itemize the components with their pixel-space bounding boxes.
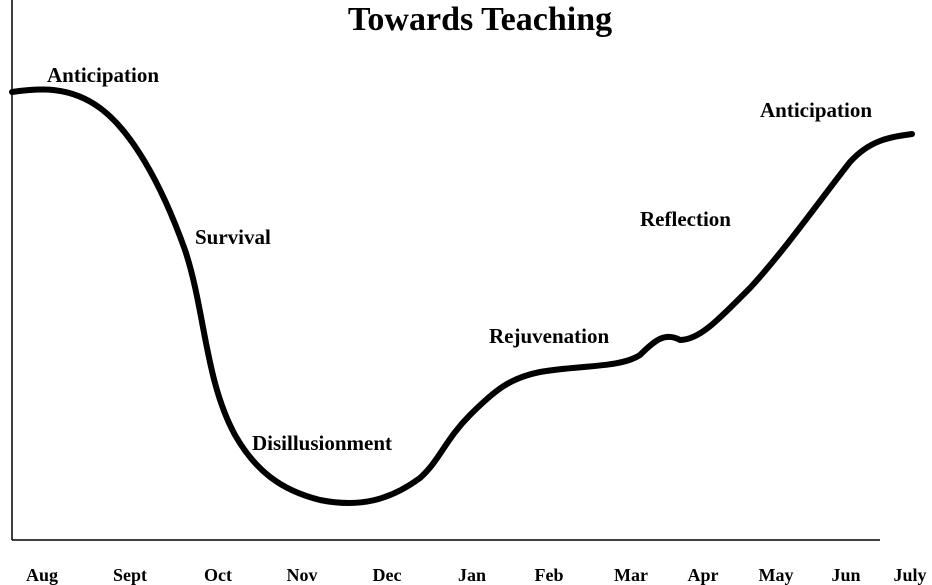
phase-label: Disillusionment (252, 431, 392, 455)
phase-label: Anticipation (760, 98, 872, 122)
attitude-curve (9, 86, 915, 507)
month-label: Jan (458, 565, 486, 585)
month-label: July (893, 565, 926, 585)
month-label: Dec (373, 565, 402, 585)
month-label: Jun (831, 565, 860, 585)
phase-label: Survival (195, 225, 271, 249)
month-label: Nov (287, 565, 318, 585)
phase-label: Rejuvenation (489, 324, 609, 348)
month-label: Mar (614, 565, 648, 585)
month-label: May (759, 565, 794, 585)
month-label: Oct (204, 565, 232, 585)
title: Towards Teaching (348, 1, 612, 38)
month-label: Sept (113, 565, 147, 585)
phase-label: Anticipation (47, 63, 159, 87)
phase-label: Reflection (640, 207, 731, 231)
month-label: Apr (688, 565, 719, 585)
month-label: Aug (26, 565, 58, 585)
month-label: Feb (535, 565, 564, 585)
